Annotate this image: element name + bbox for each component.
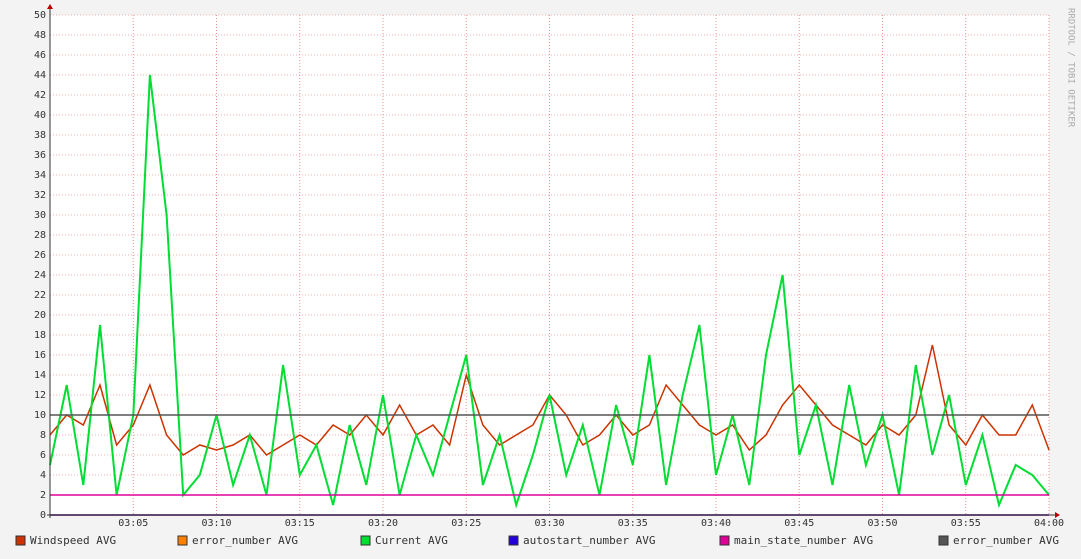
legend-label: Current AVG — [375, 534, 448, 547]
legend-swatch — [177, 535, 188, 546]
y-tick-label: 10 — [34, 410, 46, 421]
x-tick-label: 03:45 — [784, 518, 814, 529]
x-tick-label: 03:10 — [201, 518, 231, 529]
x-tick-label: 03:15 — [285, 518, 315, 529]
axis-arrow — [1055, 512, 1060, 518]
y-tick-label: 18 — [34, 330, 46, 341]
y-tick-label: 24 — [34, 270, 46, 281]
y-tick-label: 48 — [34, 30, 46, 41]
legend-swatch — [938, 535, 949, 546]
legend-label: autostart_number AVG — [523, 534, 655, 547]
legend-label: error_number AVG — [192, 534, 298, 547]
y-tick-label: 44 — [34, 70, 46, 81]
y-tick-label: 40 — [34, 110, 46, 121]
legend-swatch — [360, 535, 371, 546]
watermark: RRDTOOL / TOBI OETIKER — [1066, 8, 1076, 128]
legend-label: error_number AVG — [953, 534, 1059, 547]
x-tick-label: 03:55 — [951, 518, 981, 529]
x-tick-label: 03:20 — [368, 518, 398, 529]
axis-arrow — [47, 4, 53, 9]
y-tick-label: 14 — [34, 370, 46, 381]
y-tick-label: 26 — [34, 250, 46, 261]
y-tick-label: 6 — [40, 450, 46, 461]
y-tick-label: 20 — [34, 310, 46, 321]
x-tick-label: 04:00 — [1034, 518, 1064, 529]
y-tick-label: 50 — [34, 10, 46, 21]
y-tick-label: 2 — [40, 490, 46, 501]
legend-swatch — [15, 535, 26, 546]
y-tick-label: 34 — [34, 170, 46, 181]
y-tick-label: 30 — [34, 210, 46, 221]
y-tick-label: 32 — [34, 190, 46, 201]
y-tick-label: 38 — [34, 130, 46, 141]
y-tick-label: 4 — [40, 470, 46, 481]
y-tick-label: 46 — [34, 50, 46, 61]
y-tick-label: 0 — [40, 510, 46, 521]
x-tick-label: 03:40 — [701, 518, 731, 529]
x-tick-label: 03:50 — [867, 518, 897, 529]
x-tick-label: 03:25 — [451, 518, 481, 529]
y-tick-label: 16 — [34, 350, 46, 361]
y-tick-label: 42 — [34, 90, 46, 101]
x-tick-label: 03:35 — [618, 518, 648, 529]
y-tick-label: 28 — [34, 230, 46, 241]
legend-label: main_state_number AVG — [734, 534, 873, 547]
y-tick-label: 22 — [34, 290, 46, 301]
y-tick-label: 8 — [40, 430, 46, 441]
legend-swatch — [508, 535, 519, 546]
x-tick-label: 03:30 — [534, 518, 564, 529]
legend-label: Windspeed AVG — [30, 534, 116, 547]
x-tick-label: 03:05 — [118, 518, 148, 529]
legend-swatch — [719, 535, 730, 546]
y-tick-label: 36 — [34, 150, 46, 161]
y-tick-label: 12 — [34, 390, 46, 401]
